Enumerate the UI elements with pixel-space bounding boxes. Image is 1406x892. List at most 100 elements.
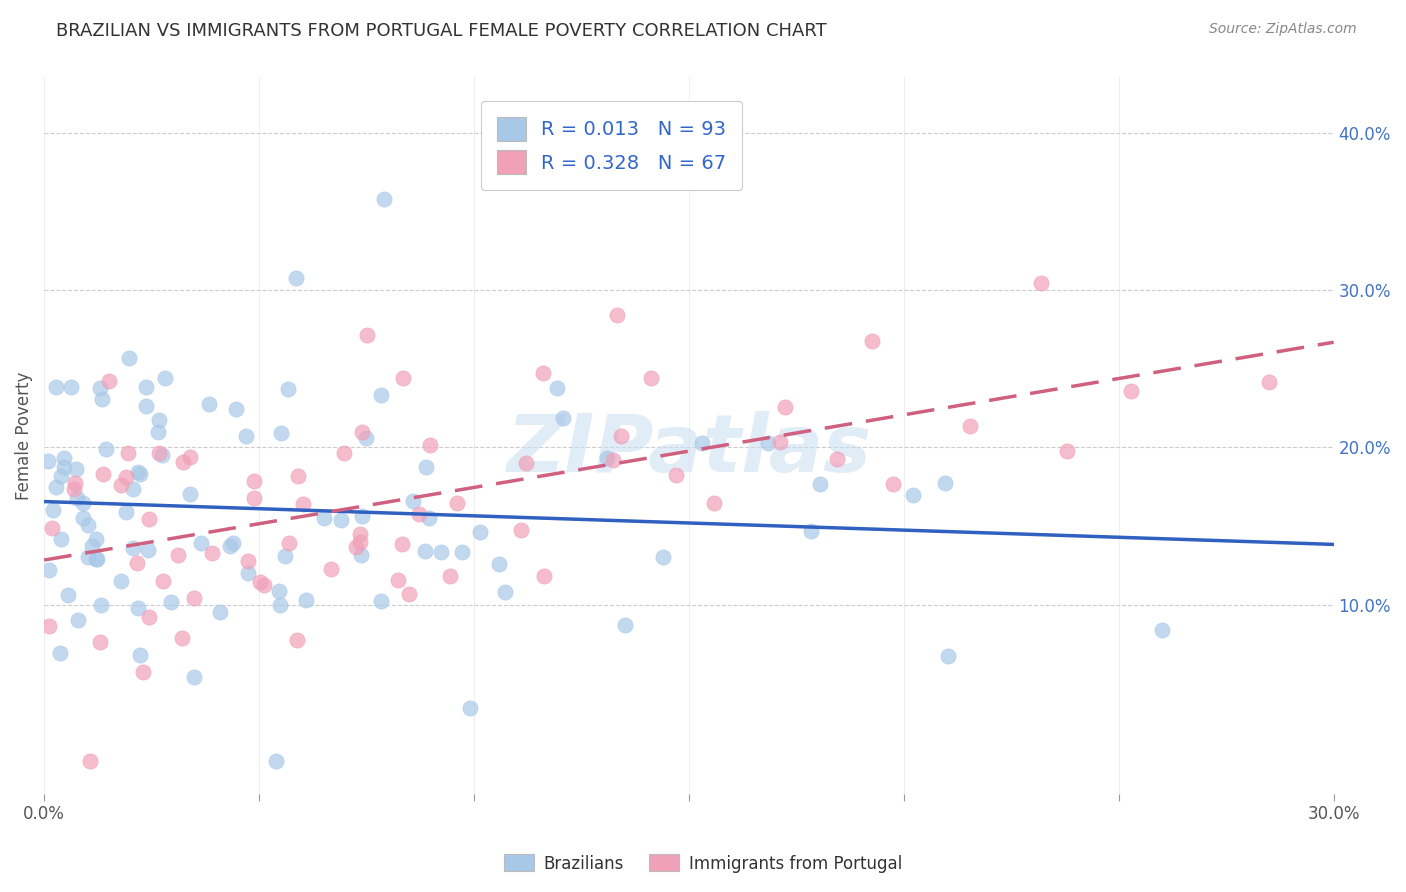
Point <box>62 482 84 496</box>
Point <box>225 402 247 417</box>
Point <box>170 631 193 645</box>
Point <box>391 537 413 551</box>
Point <box>314 510 336 524</box>
Point <box>664 467 686 482</box>
Point <box>160 595 183 609</box>
Point <box>295 593 318 607</box>
Point <box>277 382 299 396</box>
Point <box>515 456 537 470</box>
Point <box>129 648 152 662</box>
Point <box>76 549 98 564</box>
Point <box>652 550 675 565</box>
Point <box>392 371 415 385</box>
Point <box>63 475 86 490</box>
Point <box>1056 443 1078 458</box>
Point <box>190 536 212 550</box>
Point <box>129 467 152 481</box>
Point <box>52 459 75 474</box>
Point <box>86 552 108 566</box>
Point <box>56 588 79 602</box>
Point <box>350 425 373 439</box>
Point <box>533 569 555 583</box>
Text: BRAZILIAN VS IMMIGRANTS FROM PORTUGAL FEMALE POVERTY CORRELATION CHART: BRAZILIAN VS IMMIGRANTS FROM PORTUGAL FE… <box>56 22 827 40</box>
Point <box>238 566 260 580</box>
Point <box>825 452 848 467</box>
Legend: R = 0.013   N = 93, R = 0.328   N = 67: R = 0.013 N = 93, R = 0.328 N = 67 <box>481 102 742 190</box>
Point <box>89 635 111 649</box>
Point <box>800 524 823 539</box>
Point <box>90 599 112 613</box>
Point <box>269 598 291 612</box>
Point <box>860 334 883 348</box>
Point <box>488 557 510 571</box>
Point <box>291 497 314 511</box>
Point <box>38 619 60 633</box>
Point <box>267 584 290 599</box>
Point <box>330 513 353 527</box>
Point <box>1150 623 1173 637</box>
Point <box>179 450 201 464</box>
Point <box>136 542 159 557</box>
Point <box>278 536 301 550</box>
Point <box>1258 375 1281 389</box>
Point <box>640 371 662 385</box>
Point <box>531 366 554 380</box>
Point <box>249 575 271 590</box>
Point <box>546 381 568 395</box>
Legend: Brazilians, Immigrants from Portugal: Brazilians, Immigrants from Portugal <box>496 847 910 880</box>
Point <box>419 438 441 452</box>
Point <box>135 400 157 414</box>
Point <box>703 495 725 509</box>
Point <box>253 578 276 592</box>
Point <box>201 546 224 560</box>
Point <box>183 591 205 605</box>
Point <box>42 502 65 516</box>
Point <box>349 526 371 541</box>
Point <box>150 448 173 462</box>
Point <box>274 549 297 563</box>
Point <box>418 511 440 525</box>
Point <box>321 562 343 576</box>
Point <box>373 192 395 206</box>
Point <box>387 574 409 588</box>
Point <box>72 495 94 509</box>
Point <box>53 450 76 465</box>
Point <box>243 491 266 506</box>
Point <box>810 476 832 491</box>
Point <box>110 574 132 589</box>
Point <box>138 610 160 624</box>
Point <box>287 469 309 483</box>
Point <box>936 649 959 664</box>
Y-axis label: Female Poverty: Female Poverty <box>15 371 32 500</box>
Point <box>1119 384 1142 399</box>
Point <box>882 477 904 491</box>
Point <box>413 544 436 558</box>
Point <box>959 418 981 433</box>
Point <box>370 388 392 402</box>
Point <box>122 482 145 496</box>
Point <box>167 548 190 562</box>
Point <box>333 446 356 460</box>
Point <box>49 532 72 546</box>
Point <box>402 494 425 508</box>
Point <box>398 587 420 601</box>
Point <box>183 670 205 684</box>
Point <box>59 379 82 393</box>
Text: Source: ZipAtlas.com: Source: ZipAtlas.com <box>1209 22 1357 37</box>
Point <box>606 308 628 322</box>
Point <box>65 462 87 476</box>
Point <box>356 327 378 342</box>
Point <box>38 563 60 577</box>
Point <box>1031 276 1053 290</box>
Point <box>903 488 925 502</box>
Point <box>285 633 308 648</box>
Point <box>222 536 245 550</box>
Point <box>37 454 59 468</box>
Point <box>66 614 89 628</box>
Point <box>79 754 101 768</box>
Point <box>356 431 378 445</box>
Point <box>135 380 157 394</box>
Point <box>48 646 70 660</box>
Point <box>551 411 574 425</box>
Point <box>596 451 619 466</box>
